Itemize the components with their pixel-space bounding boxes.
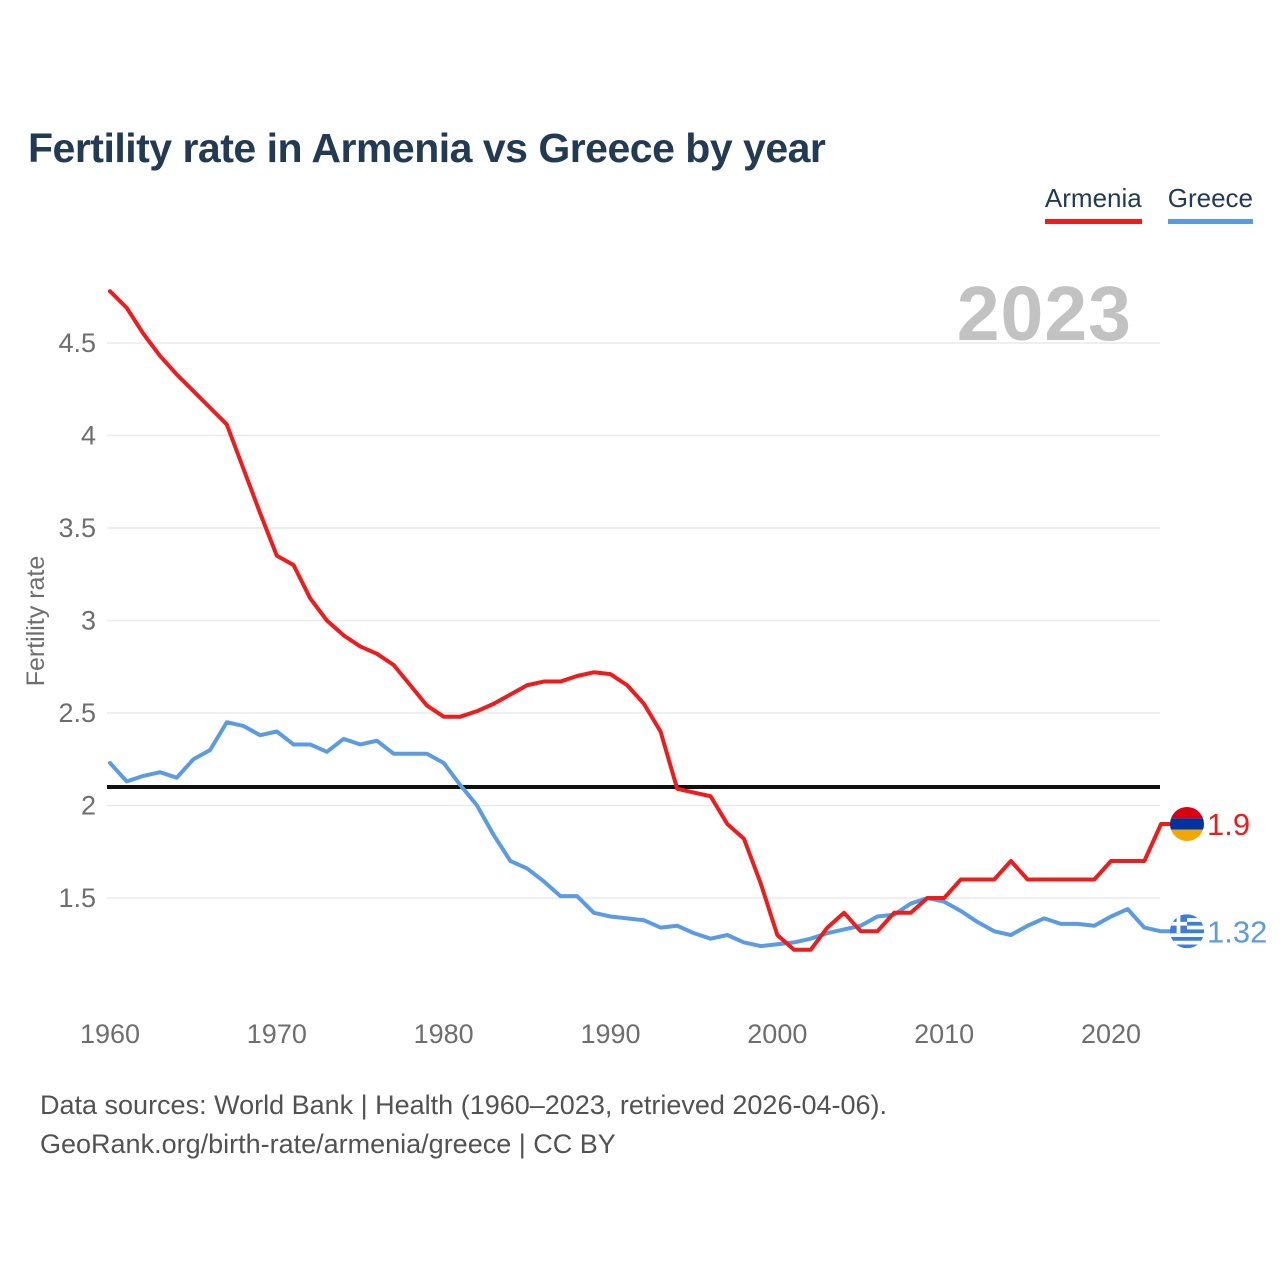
legend-label-greece: Greece bbox=[1167, 183, 1253, 213]
greece-flag-icon bbox=[1170, 914, 1204, 949]
greece-end-value: 1.32 bbox=[1207, 914, 1267, 949]
footer-license-line: GeoRank.org/birth-rate/armenia/greece | … bbox=[40, 1129, 616, 1159]
legend-item-armenia[interactable]: Armenia bbox=[1044, 183, 1142, 224]
page-title: Fertility rate in Armenia vs Greece by y… bbox=[28, 125, 826, 172]
legend: Armenia Greece bbox=[1044, 183, 1253, 224]
y-tick-label: 1.5 bbox=[58, 883, 96, 913]
armenia-end-value: 1.9 bbox=[1207, 807, 1250, 842]
x-tick-label: 1990 bbox=[580, 1019, 640, 1049]
x-tick-label: 1960 bbox=[80, 1019, 140, 1049]
y-tick-label: 2 bbox=[81, 791, 96, 821]
footer-sources-line: Data sources: World Bank | Health (1960–… bbox=[40, 1090, 887, 1120]
y-axis-label: Fertility rate bbox=[22, 556, 50, 687]
legend-label-armenia: Armenia bbox=[1044, 183, 1142, 213]
y-tick-label: 2.5 bbox=[58, 698, 96, 728]
y-tick-label: 3.5 bbox=[58, 513, 96, 543]
armenia-flag-icon bbox=[1170, 807, 1204, 841]
x-tick-label: 2000 bbox=[747, 1019, 807, 1049]
legend-item-greece[interactable]: Greece bbox=[1167, 183, 1253, 224]
x-tick-label: 2010 bbox=[914, 1019, 974, 1049]
greece-line bbox=[108, 720, 1174, 949]
x-tick-label: 1980 bbox=[414, 1019, 474, 1049]
x-tick-label: 2020 bbox=[1081, 1019, 1141, 1049]
y-tick-label: 3 bbox=[81, 606, 96, 636]
x-tick-label: 1970 bbox=[247, 1019, 307, 1049]
footer-attribution: Data sources: World Bank | Health (1960–… bbox=[40, 1086, 887, 1164]
armenia-line bbox=[108, 289, 1174, 952]
y-tick-label: 4.5 bbox=[58, 328, 96, 358]
y-tick-label: 4 bbox=[81, 421, 96, 451]
